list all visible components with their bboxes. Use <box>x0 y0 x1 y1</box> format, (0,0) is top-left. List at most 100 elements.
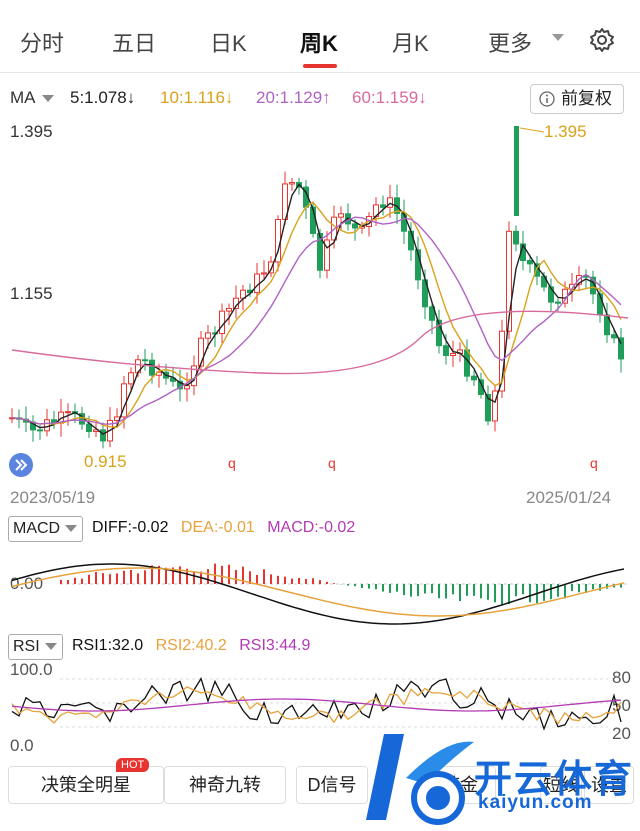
ma5-line <box>11 183 622 435</box>
ma5-value: 5:1.078↓ <box>70 88 136 107</box>
candle-body <box>618 337 624 360</box>
rsi1-line <box>11 677 622 731</box>
diff-line <box>11 563 625 625</box>
candle-body <box>219 310 225 335</box>
candle-body <box>527 260 533 265</box>
kaiyun-logo-icon <box>366 734 474 825</box>
rsi-chart[interactable] <box>0 665 640 745</box>
watermark-title: 开云体育 <box>474 759 635 801</box>
rsi-values: RSI1:32.0 RSI2:40.2 RSI3:44.9 <box>72 637 318 655</box>
candle-body <box>506 230 512 332</box>
tab-daily-k[interactable]: 日K <box>210 31 247 56</box>
candle-body <box>436 319 442 347</box>
period-tab-bar: 分时 五日 日K 周K 月K 更多 <box>0 0 640 73</box>
macd-value: MACD:-0.02 <box>267 519 356 536</box>
chevron-down-icon[interactable] <box>552 34 564 41</box>
macd-values: DIFF:-0.02 DEA:-0.01 MACD:-0.02 <box>92 519 363 537</box>
rsi1-value: RSI1:32.0 <box>72 637 144 654</box>
chevron-down-icon <box>41 95 54 103</box>
tab-weekly-k[interactable]: 周K <box>300 31 338 56</box>
rsi-top-label: 100.0 <box>10 660 53 679</box>
tab-five-day[interactable]: 五日 <box>112 31 157 56</box>
rsi2-value: RSI2:40.2 <box>155 637 227 654</box>
candle-body <box>555 301 561 304</box>
candle-body <box>450 352 456 357</box>
dea-value: DEA:-0.01 <box>180 519 255 536</box>
spike-candle <box>514 126 519 216</box>
candle-body <box>429 306 435 321</box>
tab-monthly-k[interactable]: 月K <box>392 31 429 56</box>
x-start-date: 2023/05/19 <box>10 488 96 507</box>
candle-body <box>380 204 386 208</box>
candle-body <box>338 213 344 218</box>
candle-body <box>268 261 274 274</box>
ma10-value: 10:1.116↓ <box>160 88 234 107</box>
candle-body <box>65 411 71 414</box>
y-tick-mid: 1.155 <box>10 284 53 303</box>
candle-body <box>611 334 617 339</box>
min-price-label: 0.915 <box>84 452 127 471</box>
weekly-candlestick-chart[interactable] <box>0 118 640 488</box>
gear-icon[interactable] <box>588 26 616 54</box>
candle-body <box>226 307 232 312</box>
active-tab-indicator <box>303 64 337 68</box>
candle-body <box>408 230 414 251</box>
candle-body <box>492 390 498 422</box>
settings-button[interactable]: 设置 <box>584 766 634 804</box>
candle-body <box>513 230 519 245</box>
watermark-url: kaiyun.com <box>478 792 593 813</box>
candle-body <box>44 419 50 432</box>
short-line-button[interactable]: 短线 <box>540 766 582 804</box>
candle-body <box>443 345 449 357</box>
candle-body <box>205 332 211 339</box>
ma60-line <box>11 310 629 375</box>
candle-body <box>100 429 106 442</box>
diff-value: DIFF:-0.02 <box>92 519 169 536</box>
decision-star-button[interactable]: 决策全明星 <box>8 766 164 804</box>
max-price-pointer <box>519 127 545 133</box>
expand-left-icon[interactable] <box>8 452 34 478</box>
event-marker[interactable]: q <box>228 455 236 471</box>
candle-body <box>317 232 323 271</box>
ma-label[interactable]: MA <box>10 88 54 108</box>
macd-chart[interactable] <box>0 540 640 630</box>
candle-body <box>471 375 477 381</box>
ma20-line <box>11 216 622 425</box>
rsi-20-label: 20 <box>612 724 631 743</box>
rsi-80-label: 80 <box>612 668 631 687</box>
candle-body <box>198 337 204 367</box>
candle-body <box>37 429 43 432</box>
tab-more[interactable]: 更多 <box>488 31 533 56</box>
magic-nine-button[interactable]: 神奇九转 <box>164 766 286 804</box>
dea-line <box>11 567 625 617</box>
candle-body <box>261 272 267 275</box>
candle-body <box>485 393 491 422</box>
event-marker[interactable]: q <box>590 455 598 471</box>
hot-badge: HOT <box>116 758 150 772</box>
tab-intraday[interactable]: 分时 <box>20 31 65 56</box>
candle-body <box>149 359 155 376</box>
rsi-selector[interactable]: RSI <box>8 634 63 660</box>
ma20-value: 20:1.129↑ <box>256 88 331 107</box>
event-marker[interactable]: q <box>328 455 336 471</box>
candle-body <box>387 197 393 208</box>
ma-legend: MA 5:1.078↓ 10:1.116↓ 20:1.129↑ 60:1.159… <box>0 88 640 110</box>
candle-body <box>324 239 330 271</box>
candle-body <box>478 379 484 395</box>
x-end-date: 2025/01/24 <box>526 488 612 507</box>
rsi-selector-label: RSI <box>13 638 40 655</box>
adjust-price-button[interactable]: 前复权 <box>530 84 624 114</box>
rsi3-line <box>11 698 622 712</box>
macd-selector[interactable]: MACD <box>8 516 84 542</box>
candle-body <box>86 423 92 432</box>
ma10-line <box>11 201 622 429</box>
rsi2-line <box>11 686 622 725</box>
candle-body <box>184 385 190 390</box>
y-tick-top: 1.395 <box>10 122 53 141</box>
max-price-label: 1.395 <box>544 122 587 141</box>
info-icon <box>539 91 555 107</box>
macd-selector-label: MACD <box>13 520 61 537</box>
adjust-price-label: 前复权 <box>561 89 612 108</box>
rsi3-value: RSI3:44.9 <box>239 637 311 654</box>
d-signal-button[interactable]: D信号 <box>296 766 368 804</box>
